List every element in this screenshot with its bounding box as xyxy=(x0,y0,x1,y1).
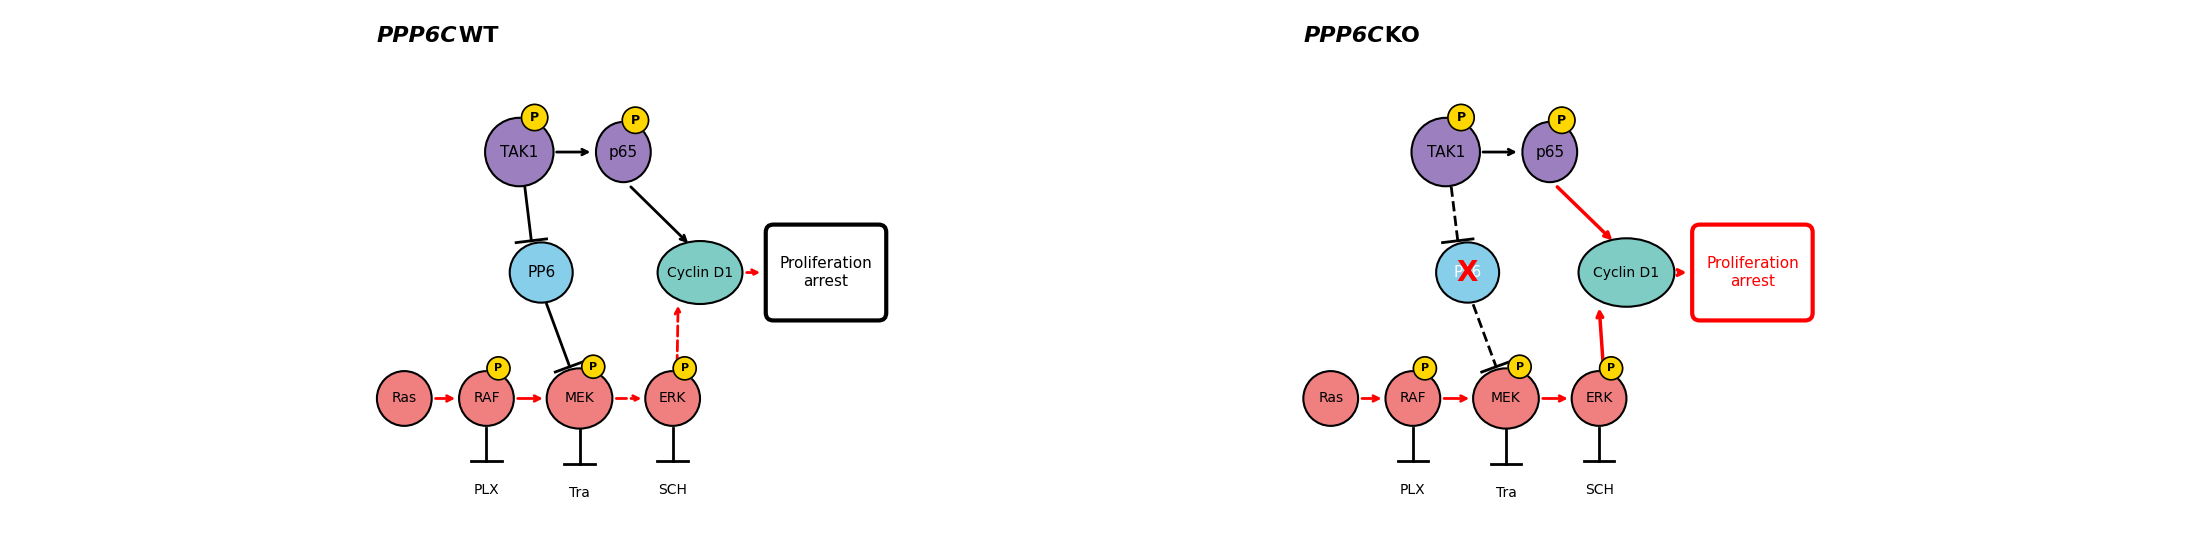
Text: PLX: PLX xyxy=(1401,483,1425,498)
Text: Proliferation
arrest: Proliferation arrest xyxy=(779,256,871,289)
Text: PP6: PP6 xyxy=(527,265,556,280)
Ellipse shape xyxy=(485,118,554,186)
Text: PPP6C: PPP6C xyxy=(377,26,457,46)
Text: Tra: Tra xyxy=(569,486,589,500)
Text: RAF: RAF xyxy=(1399,391,1425,405)
Text: P: P xyxy=(1421,364,1429,374)
Text: P: P xyxy=(589,362,598,372)
Circle shape xyxy=(582,355,604,378)
Ellipse shape xyxy=(1304,371,1359,426)
Circle shape xyxy=(1414,357,1436,380)
Ellipse shape xyxy=(1474,369,1540,429)
Ellipse shape xyxy=(459,371,514,426)
Text: Ras: Ras xyxy=(393,391,417,405)
Text: Cyclin D1: Cyclin D1 xyxy=(1593,266,1659,280)
Text: RAF: RAF xyxy=(472,391,501,405)
Circle shape xyxy=(622,107,649,133)
Circle shape xyxy=(673,357,697,380)
Ellipse shape xyxy=(657,241,743,304)
Text: PP6: PP6 xyxy=(1454,265,1482,280)
Text: P: P xyxy=(494,364,503,374)
Text: p65: p65 xyxy=(609,145,638,160)
Text: Cyclin D1: Cyclin D1 xyxy=(666,266,732,280)
Ellipse shape xyxy=(1522,122,1577,182)
Text: X: X xyxy=(1456,259,1478,286)
Ellipse shape xyxy=(646,371,699,426)
Ellipse shape xyxy=(377,371,432,426)
Circle shape xyxy=(488,357,510,380)
Circle shape xyxy=(1447,105,1474,131)
Text: P: P xyxy=(631,114,640,127)
Text: p65: p65 xyxy=(1535,145,1564,160)
Ellipse shape xyxy=(1412,118,1480,186)
Text: ERK: ERK xyxy=(660,391,686,405)
Text: Tra: Tra xyxy=(1496,486,1516,500)
Text: SCH: SCH xyxy=(657,483,686,498)
Circle shape xyxy=(521,105,547,131)
Circle shape xyxy=(1599,357,1624,380)
Circle shape xyxy=(1509,355,1531,378)
Text: ERK: ERK xyxy=(1586,391,1613,405)
Text: P: P xyxy=(1557,114,1566,127)
Text: KO: KO xyxy=(1377,26,1421,46)
Text: P: P xyxy=(682,364,688,374)
Text: TAK1: TAK1 xyxy=(501,145,538,160)
Text: P: P xyxy=(529,111,538,124)
Text: P: P xyxy=(1606,364,1615,374)
Ellipse shape xyxy=(1571,371,1626,426)
Text: WT: WT xyxy=(450,26,499,46)
Circle shape xyxy=(1549,107,1575,133)
FancyBboxPatch shape xyxy=(1692,225,1813,320)
Ellipse shape xyxy=(1385,371,1441,426)
Ellipse shape xyxy=(1436,242,1500,302)
Ellipse shape xyxy=(510,242,574,302)
Text: Proliferation
arrest: Proliferation arrest xyxy=(1705,256,1798,289)
Text: Ras: Ras xyxy=(1319,391,1343,405)
Ellipse shape xyxy=(596,122,651,182)
Text: PPP6C: PPP6C xyxy=(1304,26,1383,46)
Ellipse shape xyxy=(547,369,613,429)
Text: P: P xyxy=(1456,111,1465,124)
Text: SCH: SCH xyxy=(1584,483,1613,498)
Ellipse shape xyxy=(1579,239,1674,307)
Text: TAK1: TAK1 xyxy=(1427,145,1465,160)
Text: MEK: MEK xyxy=(1491,391,1520,405)
Text: PLX: PLX xyxy=(474,483,499,498)
Text: MEK: MEK xyxy=(565,391,593,405)
FancyBboxPatch shape xyxy=(765,225,887,320)
Text: P: P xyxy=(1516,362,1524,372)
